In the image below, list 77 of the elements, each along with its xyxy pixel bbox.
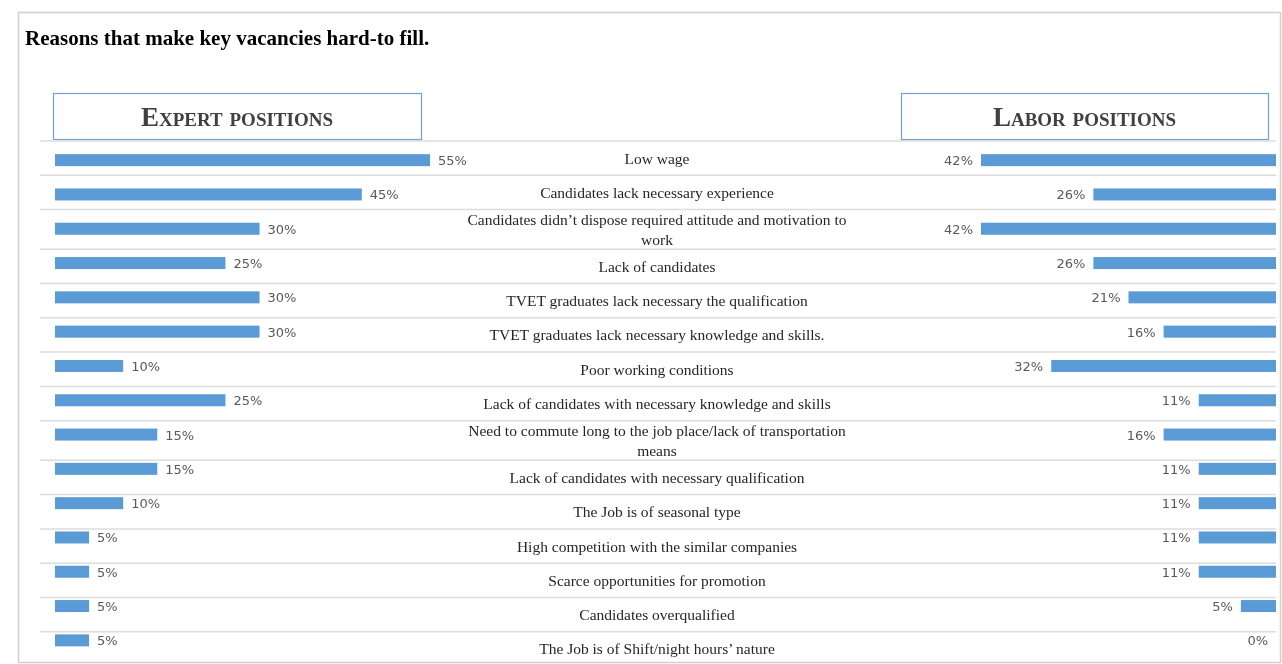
data-label: 32%	[1014, 358, 1044, 374]
bar	[55, 394, 226, 407]
bar	[1198, 462, 1276, 475]
data-label: 25%	[233, 392, 263, 408]
data-label: 15%	[165, 427, 195, 443]
bar	[55, 462, 158, 475]
bar	[1198, 531, 1276, 544]
bar	[1240, 600, 1276, 613]
data-label: 26%	[1056, 186, 1086, 202]
y-tick-label: Lack of candidates with necessary knowledge and skills	[483, 395, 831, 413]
data-label: 16%	[1126, 324, 1156, 340]
bar	[1163, 325, 1276, 338]
data-label: 26%	[1056, 255, 1086, 271]
y-tick-label: TVET graduates lack necessary knowledge and skills.	[489, 326, 825, 344]
data-label: 30%	[267, 221, 297, 237]
data-label: 11%	[1161, 392, 1191, 408]
y-tick-label: Candidates didn’t dispose required attitude and motivation to work	[467, 211, 847, 248]
data-label: 11%	[1161, 529, 1191, 545]
y-tick-label: Scarce opportunities for promotion	[548, 571, 766, 589]
data-label: 30%	[267, 289, 297, 305]
data-label: 55%	[438, 152, 467, 168]
bar	[55, 359, 124, 372]
bar	[55, 565, 90, 578]
text: Reasons that make key vacancies hard-to fill.	[25, 26, 430, 50]
data-label: 30%	[267, 324, 297, 340]
y-tick-label: The Job is of seasonal type	[573, 503, 741, 521]
data-label: 21%	[1091, 289, 1121, 305]
bar	[55, 428, 158, 441]
bar	[981, 154, 1276, 167]
data-label: 5%	[97, 564, 118, 580]
y-tick-label: The Job is of Shift/night hours’ nature	[539, 640, 775, 658]
data-label: 11%	[1161, 461, 1191, 477]
data-label: 25%	[233, 255, 263, 271]
bar	[55, 222, 260, 235]
y-tick-label: High competition with the similar companies	[516, 537, 798, 555]
y-tick-label: Low wage	[624, 149, 690, 167]
y-tick-label: Need to commute long to the job place/lack of transportation means	[468, 422, 846, 459]
bar	[55, 291, 260, 304]
data-label: 5%	[97, 632, 118, 648]
y-tick-label: Lack of candidates with necessary qualification	[509, 468, 805, 486]
chart-title: Labor positions	[992, 102, 1177, 132]
bar	[1198, 394, 1276, 407]
bar	[55, 531, 90, 544]
data-label: 42%	[944, 152, 973, 168]
data-label: 11%	[1161, 564, 1191, 580]
bar	[55, 257, 226, 270]
data-label: 42%	[944, 221, 973, 237]
chart-title: Expert positions	[141, 102, 333, 132]
bar	[1198, 497, 1276, 510]
y-tick-label: Lack of candidates	[598, 257, 716, 275]
bar	[1093, 188, 1276, 201]
data-label: 10%	[131, 358, 161, 374]
data-label: 15%	[165, 461, 195, 477]
bar	[55, 188, 362, 201]
data-label: 5%	[97, 598, 118, 614]
bar	[1163, 428, 1276, 441]
bar	[1198, 565, 1276, 578]
bar	[1051, 359, 1276, 372]
bar	[55, 497, 124, 510]
data-label: 5%	[97, 529, 118, 545]
bar	[1128, 291, 1276, 304]
bar	[55, 634, 90, 647]
data-label: 16%	[1126, 427, 1156, 443]
bar	[55, 154, 430, 167]
y-tick-label: Candidates overqualified	[579, 606, 735, 624]
data-label: 0%	[1247, 632, 1268, 648]
y-tick-label: Poor working conditions	[580, 360, 734, 378]
data-label: 5%	[1212, 598, 1233, 614]
data-label: 45%	[369, 186, 399, 202]
bar	[981, 222, 1276, 235]
bar	[55, 600, 90, 613]
y-tick-label: TVET graduates lack necessary the qualification	[506, 292, 808, 310]
data-label: 11%	[1161, 495, 1191, 511]
y-tick-label: Candidates lack necessary experience	[540, 183, 774, 201]
data-label: 10%	[131, 495, 161, 511]
bar	[1093, 257, 1276, 270]
bar	[55, 325, 260, 338]
